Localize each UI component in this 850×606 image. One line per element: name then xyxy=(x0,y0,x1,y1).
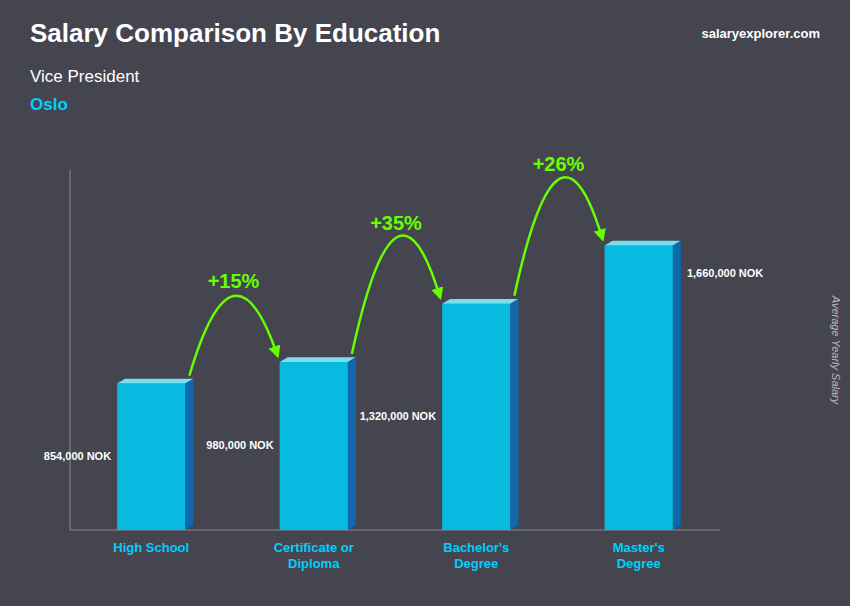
x-tick-label: Certificate orDiploma xyxy=(274,540,354,571)
bar xyxy=(117,384,185,530)
bar-side-face xyxy=(510,299,518,530)
change-label: +26% xyxy=(533,153,585,175)
y-axis-line xyxy=(70,170,71,530)
city: Oslo xyxy=(30,95,68,114)
bars xyxy=(117,241,681,530)
x-tick-label: Master'sDegree xyxy=(613,540,665,571)
bar-top-face xyxy=(605,241,681,246)
x-tick-label: Bachelor'sDegree xyxy=(443,540,509,571)
y-axis-label: Average Yearly Salary xyxy=(830,295,842,406)
bar-side-face xyxy=(673,241,681,530)
source: salaryexplorer.com xyxy=(701,26,820,41)
change-arrow xyxy=(514,177,602,296)
value-label: 1,660,000 NOK xyxy=(687,267,763,279)
x-tick-label-line: High School xyxy=(113,540,189,555)
bar-side-face xyxy=(348,357,356,530)
title: Salary Comparison By Education xyxy=(30,18,440,48)
x-tick-label-line: Diploma xyxy=(288,556,340,571)
x-tick-label-line: Bachelor's xyxy=(443,540,509,555)
x-tick-label-line: Degree xyxy=(617,556,661,571)
value-label: 1,320,000 NOK xyxy=(360,410,436,422)
x-tick-label: High School xyxy=(113,540,189,555)
subtitle: Vice President xyxy=(30,67,140,86)
bar xyxy=(280,362,348,530)
bar-side-face xyxy=(185,379,193,530)
value-label: 854,000 NOK xyxy=(44,450,111,462)
change-label: +35% xyxy=(370,212,422,234)
background xyxy=(0,0,850,606)
x-tick-label-line: Master's xyxy=(613,540,665,555)
chart-svg: Salary Comparison By Education Vice Presi… xyxy=(0,0,850,606)
value-label: 980,000 NOK xyxy=(206,439,273,451)
x-tick-label-line: Degree xyxy=(454,556,498,571)
chart-container: Salary Comparison By Education Vice Presi… xyxy=(0,0,850,606)
x-tick-label-line: Certificate or xyxy=(274,540,354,555)
bar-top-face xyxy=(117,379,193,384)
bar xyxy=(442,304,510,530)
bar-top-face xyxy=(280,357,356,362)
bar xyxy=(605,245,673,530)
change-arrow xyxy=(189,296,277,376)
bar-top-face xyxy=(442,299,518,304)
change-arrow xyxy=(352,235,440,354)
change-label: +15% xyxy=(208,270,260,292)
